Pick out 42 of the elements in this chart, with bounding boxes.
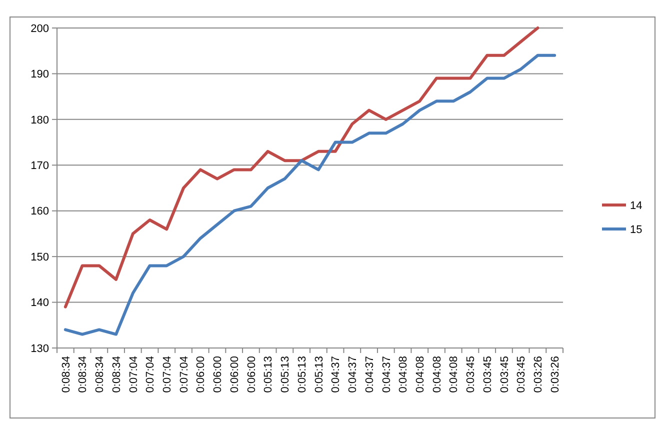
x-tick-label: 0:05:13 [313,356,326,393]
y-tick-label: 140 [30,297,49,310]
x-tick-label: 0:04:08 [414,356,426,393]
x-tick-label: 0:08:34 [110,356,123,393]
x-tick-label: 0:05:13 [262,356,275,393]
legend-label: 14 [630,200,642,212]
x-tick-label: 0:07:04 [128,356,140,393]
x-tick-label: 0:07:04 [178,356,190,393]
x-tick-label: 0:06:00 [246,356,258,393]
legend-label: 15 [630,224,642,236]
x-tick-label: 0:06:00 [195,356,208,393]
x-tick-label: 0:03:45 [465,356,478,393]
y-tick-label: 130 [30,342,49,355]
y-tick-label: 180 [30,114,49,126]
line-series [64,54,556,336]
line-series [64,26,540,308]
y-tick-label: 160 [30,206,49,218]
x-tick-label: 0:04:08 [398,356,410,393]
x-tick-label: 0:08:34 [77,356,90,393]
x-tick-label: 0:04:37 [347,356,360,393]
x-tick-label: 0:05:13 [280,356,292,393]
x-tick-label: 0:07:04 [144,356,157,393]
y-tick-label: 190 [30,68,49,81]
x-tick-label: 0:07:04 [161,356,174,393]
x-tick-label: 0:06:00 [228,356,241,393]
y-tick-label: 170 [30,160,49,172]
x-tick-label: 0:06:00 [212,356,224,393]
x-tick-label: 0:04:08 [431,356,444,393]
x-tick-label: 0:08:34 [60,356,72,393]
x-tick-label: 0:03:45 [516,356,528,393]
y-tick-label: 200 [30,22,49,35]
x-tick-label: 0:08:34 [94,356,106,393]
x-tick-label: 0:03:45 [482,356,494,393]
x-tick-label: 0:03:26 [549,356,562,393]
x-tick-label: 0:04:37 [380,356,393,393]
x-tick-label: 0:04:37 [330,356,342,393]
y-tick-label: 150 [30,251,49,264]
x-tick-label: 0:04:08 [448,356,460,393]
x-tick-label: 0:05:13 [296,356,308,393]
x-tick-label: 0:04:37 [364,356,376,393]
x-tick-label: 0:03:45 [498,356,511,393]
x-tick-label: 0:03:26 [532,356,545,393]
